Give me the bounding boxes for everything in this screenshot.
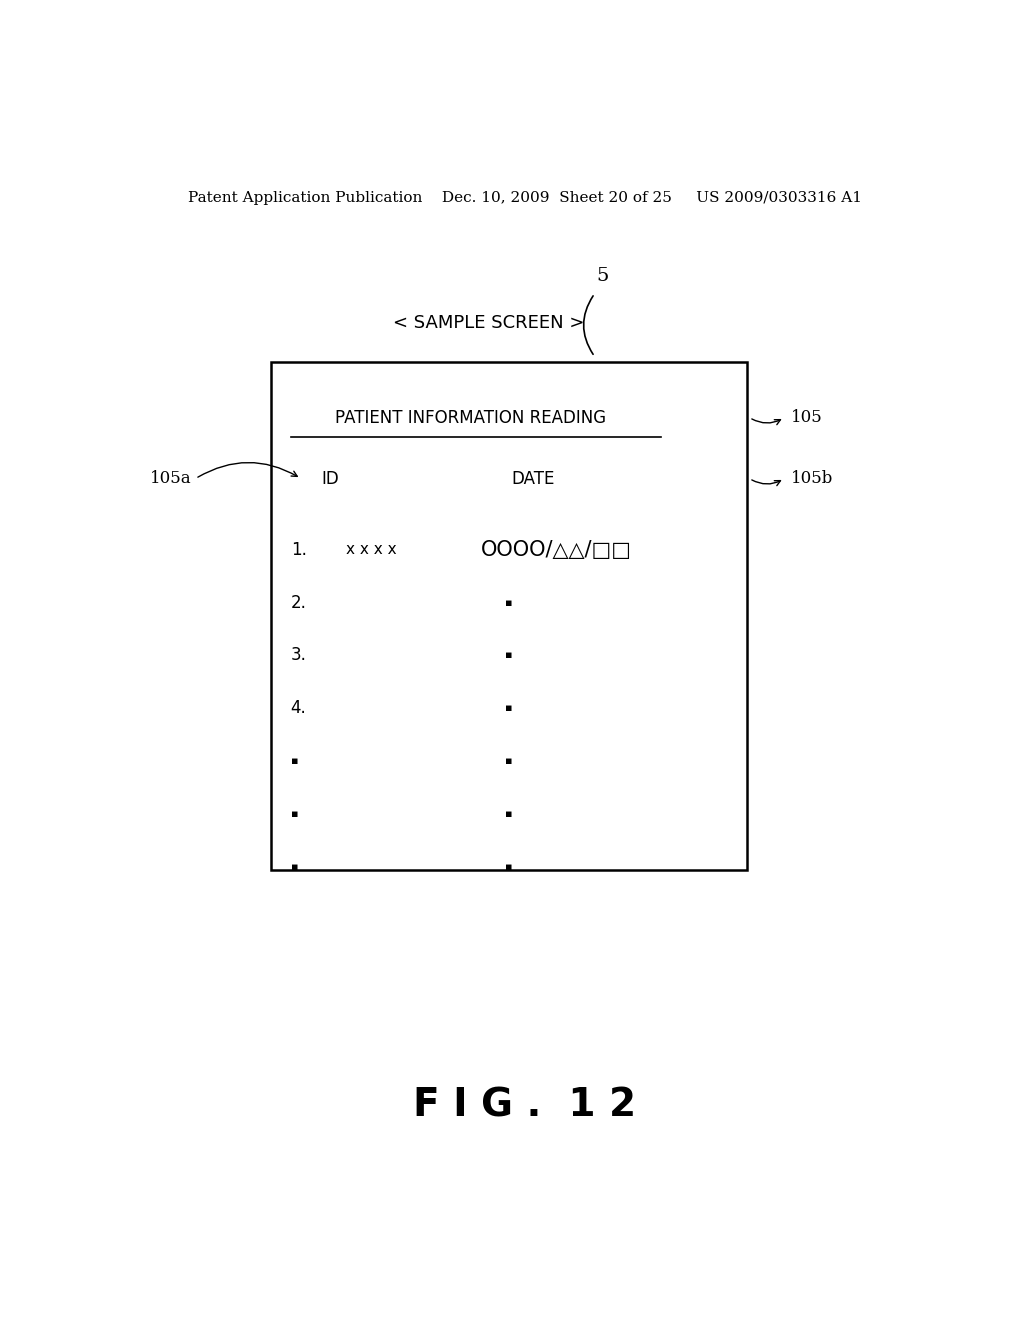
Text: Patent Application Publication    Dec. 10, 2009  Sheet 20 of 25     US 2009/0303: Patent Application Publication Dec. 10, … <box>187 191 862 205</box>
Text: F I G .  1 2: F I G . 1 2 <box>414 1086 636 1125</box>
Text: ▪: ▪ <box>505 809 513 818</box>
Text: ▪: ▪ <box>505 756 513 766</box>
Text: < SAMPLE SCREEN >: < SAMPLE SCREEN > <box>393 314 585 333</box>
Text: ID: ID <box>322 470 339 487</box>
Text: 105a: 105a <box>150 470 191 487</box>
Text: 1.: 1. <box>291 541 306 558</box>
Text: 3.: 3. <box>291 647 306 664</box>
Text: 5: 5 <box>596 268 608 285</box>
Text: DATE: DATE <box>511 470 554 487</box>
Text: ▪: ▪ <box>291 862 298 871</box>
Text: ▪: ▪ <box>505 704 513 713</box>
Text: ▪: ▪ <box>505 651 513 660</box>
Text: 4.: 4. <box>291 700 306 717</box>
Text: ▪: ▪ <box>291 756 298 766</box>
Text: 105b: 105b <box>791 470 834 487</box>
Bar <box>270 362 748 870</box>
Text: 2.: 2. <box>291 594 306 611</box>
Text: ▪: ▪ <box>505 598 513 607</box>
Text: x x x x: x x x x <box>346 543 397 557</box>
Text: ▪: ▪ <box>505 862 513 871</box>
Text: OOOO/△△/□□: OOOO/△△/□□ <box>481 540 632 560</box>
Text: 105: 105 <box>791 409 822 426</box>
Text: PATIENT INFORMATION READING: PATIENT INFORMATION READING <box>335 409 606 426</box>
Text: ▪: ▪ <box>291 809 298 818</box>
